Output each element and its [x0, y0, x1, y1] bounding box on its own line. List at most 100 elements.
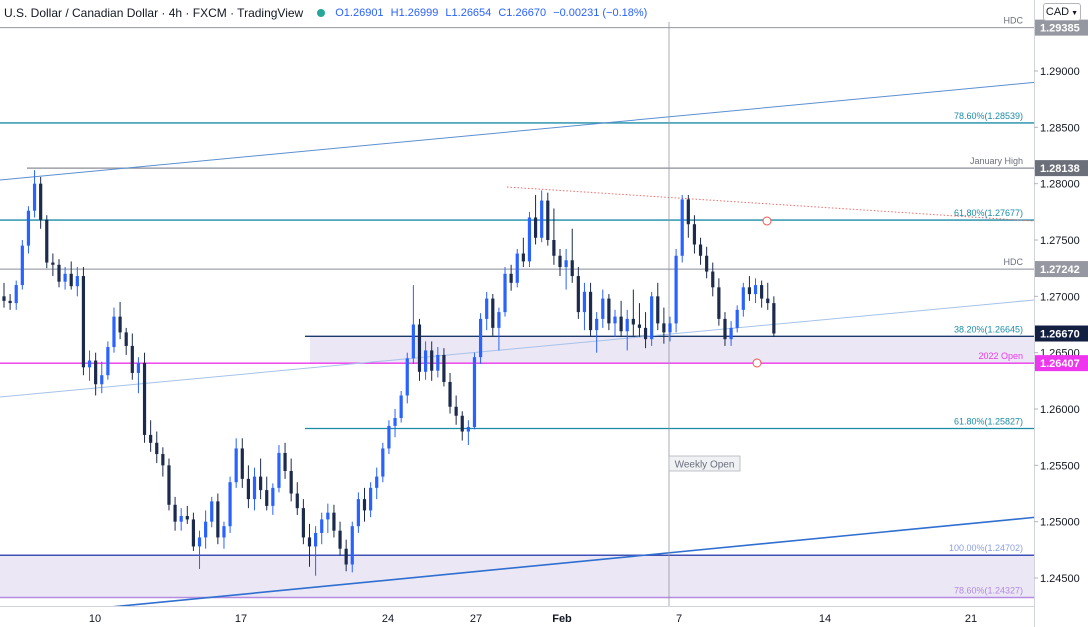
candle-body [680, 199, 684, 256]
candle-body [381, 448, 385, 477]
candle [301, 499, 305, 545]
ohlc-close: C1.26670 [498, 7, 547, 19]
candle [142, 352, 147, 443]
x-tick-label: 10 [89, 613, 101, 625]
candle-body [478, 318, 483, 358]
candle-body [314, 532, 318, 547]
candle-body [326, 512, 330, 520]
candle [387, 420, 391, 455]
level-labels: HDC 78.60%(1.28539) January High 61.80%(1.2… [668, 16, 1024, 595]
candle-body [369, 487, 373, 511]
candle [320, 512, 324, 545]
candle-body [142, 362, 147, 435]
candle [491, 294, 495, 336]
candle-body [521, 253, 525, 262]
candle-body [686, 199, 690, 225]
candle [204, 510, 208, 549]
level-label: 61.80%(1.25827) [954, 416, 1023, 426]
candle-body [204, 521, 208, 538]
candle-body [656, 296, 660, 324]
candle [423, 341, 428, 380]
candle-body [423, 350, 428, 372]
candle-body [100, 375, 104, 385]
candle [375, 467, 379, 500]
currency-button[interactable]: CAD ▼ [1043, 3, 1081, 21]
candle [246, 465, 250, 509]
candle [167, 458, 171, 511]
candle [94, 352, 98, 396]
level-label: HDC [1004, 16, 1024, 26]
candle-body [631, 318, 635, 325]
annotation-text: Weekly Open [675, 460, 735, 471]
candle [729, 321, 733, 346]
candle [344, 539, 348, 572]
candle [222, 521, 226, 549]
candle-body [552, 240, 556, 256]
candle [210, 496, 214, 528]
candle [381, 442, 385, 483]
candle-body [216, 501, 220, 538]
ohlc-high: H1.26999 [390, 7, 439, 19]
candle [2, 282, 6, 308]
candle [741, 282, 745, 317]
candle [497, 307, 501, 351]
candle-body [271, 487, 275, 506]
candle-body [601, 298, 605, 319]
candle-body [57, 264, 61, 282]
candle [106, 341, 110, 380]
candle [442, 348, 446, 387]
candle-body [106, 347, 110, 376]
price-axis-bg [1034, 0, 1088, 627]
candle-body [185, 516, 189, 520]
candle [631, 289, 635, 336]
candle-body [69, 273, 73, 287]
candle [277, 445, 281, 493]
candle-body [674, 255, 678, 324]
candle [338, 521, 342, 556]
candle-body [94, 360, 98, 385]
candle [674, 249, 678, 333]
horizontal-levels [0, 27, 1034, 599]
ohlc-open: O1.26901 [335, 7, 384, 19]
candle [405, 352, 409, 404]
candle [515, 249, 519, 288]
candle-body [124, 332, 128, 346]
candle [656, 282, 660, 331]
candle [118, 301, 122, 340]
candle-body [747, 287, 752, 295]
candle-body [717, 287, 721, 319]
price-tag-text: 1.26407 [1040, 358, 1080, 370]
x-tick-label: 24 [382, 613, 394, 625]
candle [228, 476, 232, 533]
candle [723, 312, 727, 346]
candle-body [454, 406, 458, 416]
level-label: HDC [1004, 257, 1024, 267]
candle-body [155, 442, 159, 455]
candle [753, 278, 758, 304]
y-tick-label: 1.25500 [1040, 460, 1080, 472]
candle [173, 496, 177, 531]
candle-body [87, 360, 92, 368]
candle-body [210, 501, 214, 522]
candle [39, 176, 43, 229]
candle-body [766, 298, 770, 304]
candle-body [772, 303, 776, 334]
candle [81, 267, 86, 376]
candle [350, 521, 354, 573]
candle [509, 264, 513, 291]
candle-body [362, 499, 367, 511]
candle-body [8, 300, 12, 304]
candle [637, 303, 642, 337]
candle-body [197, 537, 202, 547]
trendlines [0, 22, 1039, 627]
candle-body [240, 448, 244, 479]
candle-body [692, 224, 697, 245]
price-tag-text: 1.29385 [1040, 23, 1080, 35]
symbol-title[interactable]: U.S. Dollar / Canadian Dollar · 4h · FXC… [4, 6, 304, 20]
candle-body [301, 508, 305, 538]
candle [485, 291, 489, 331]
candle [8, 294, 12, 310]
candle [295, 482, 299, 515]
candle [411, 285, 415, 364]
